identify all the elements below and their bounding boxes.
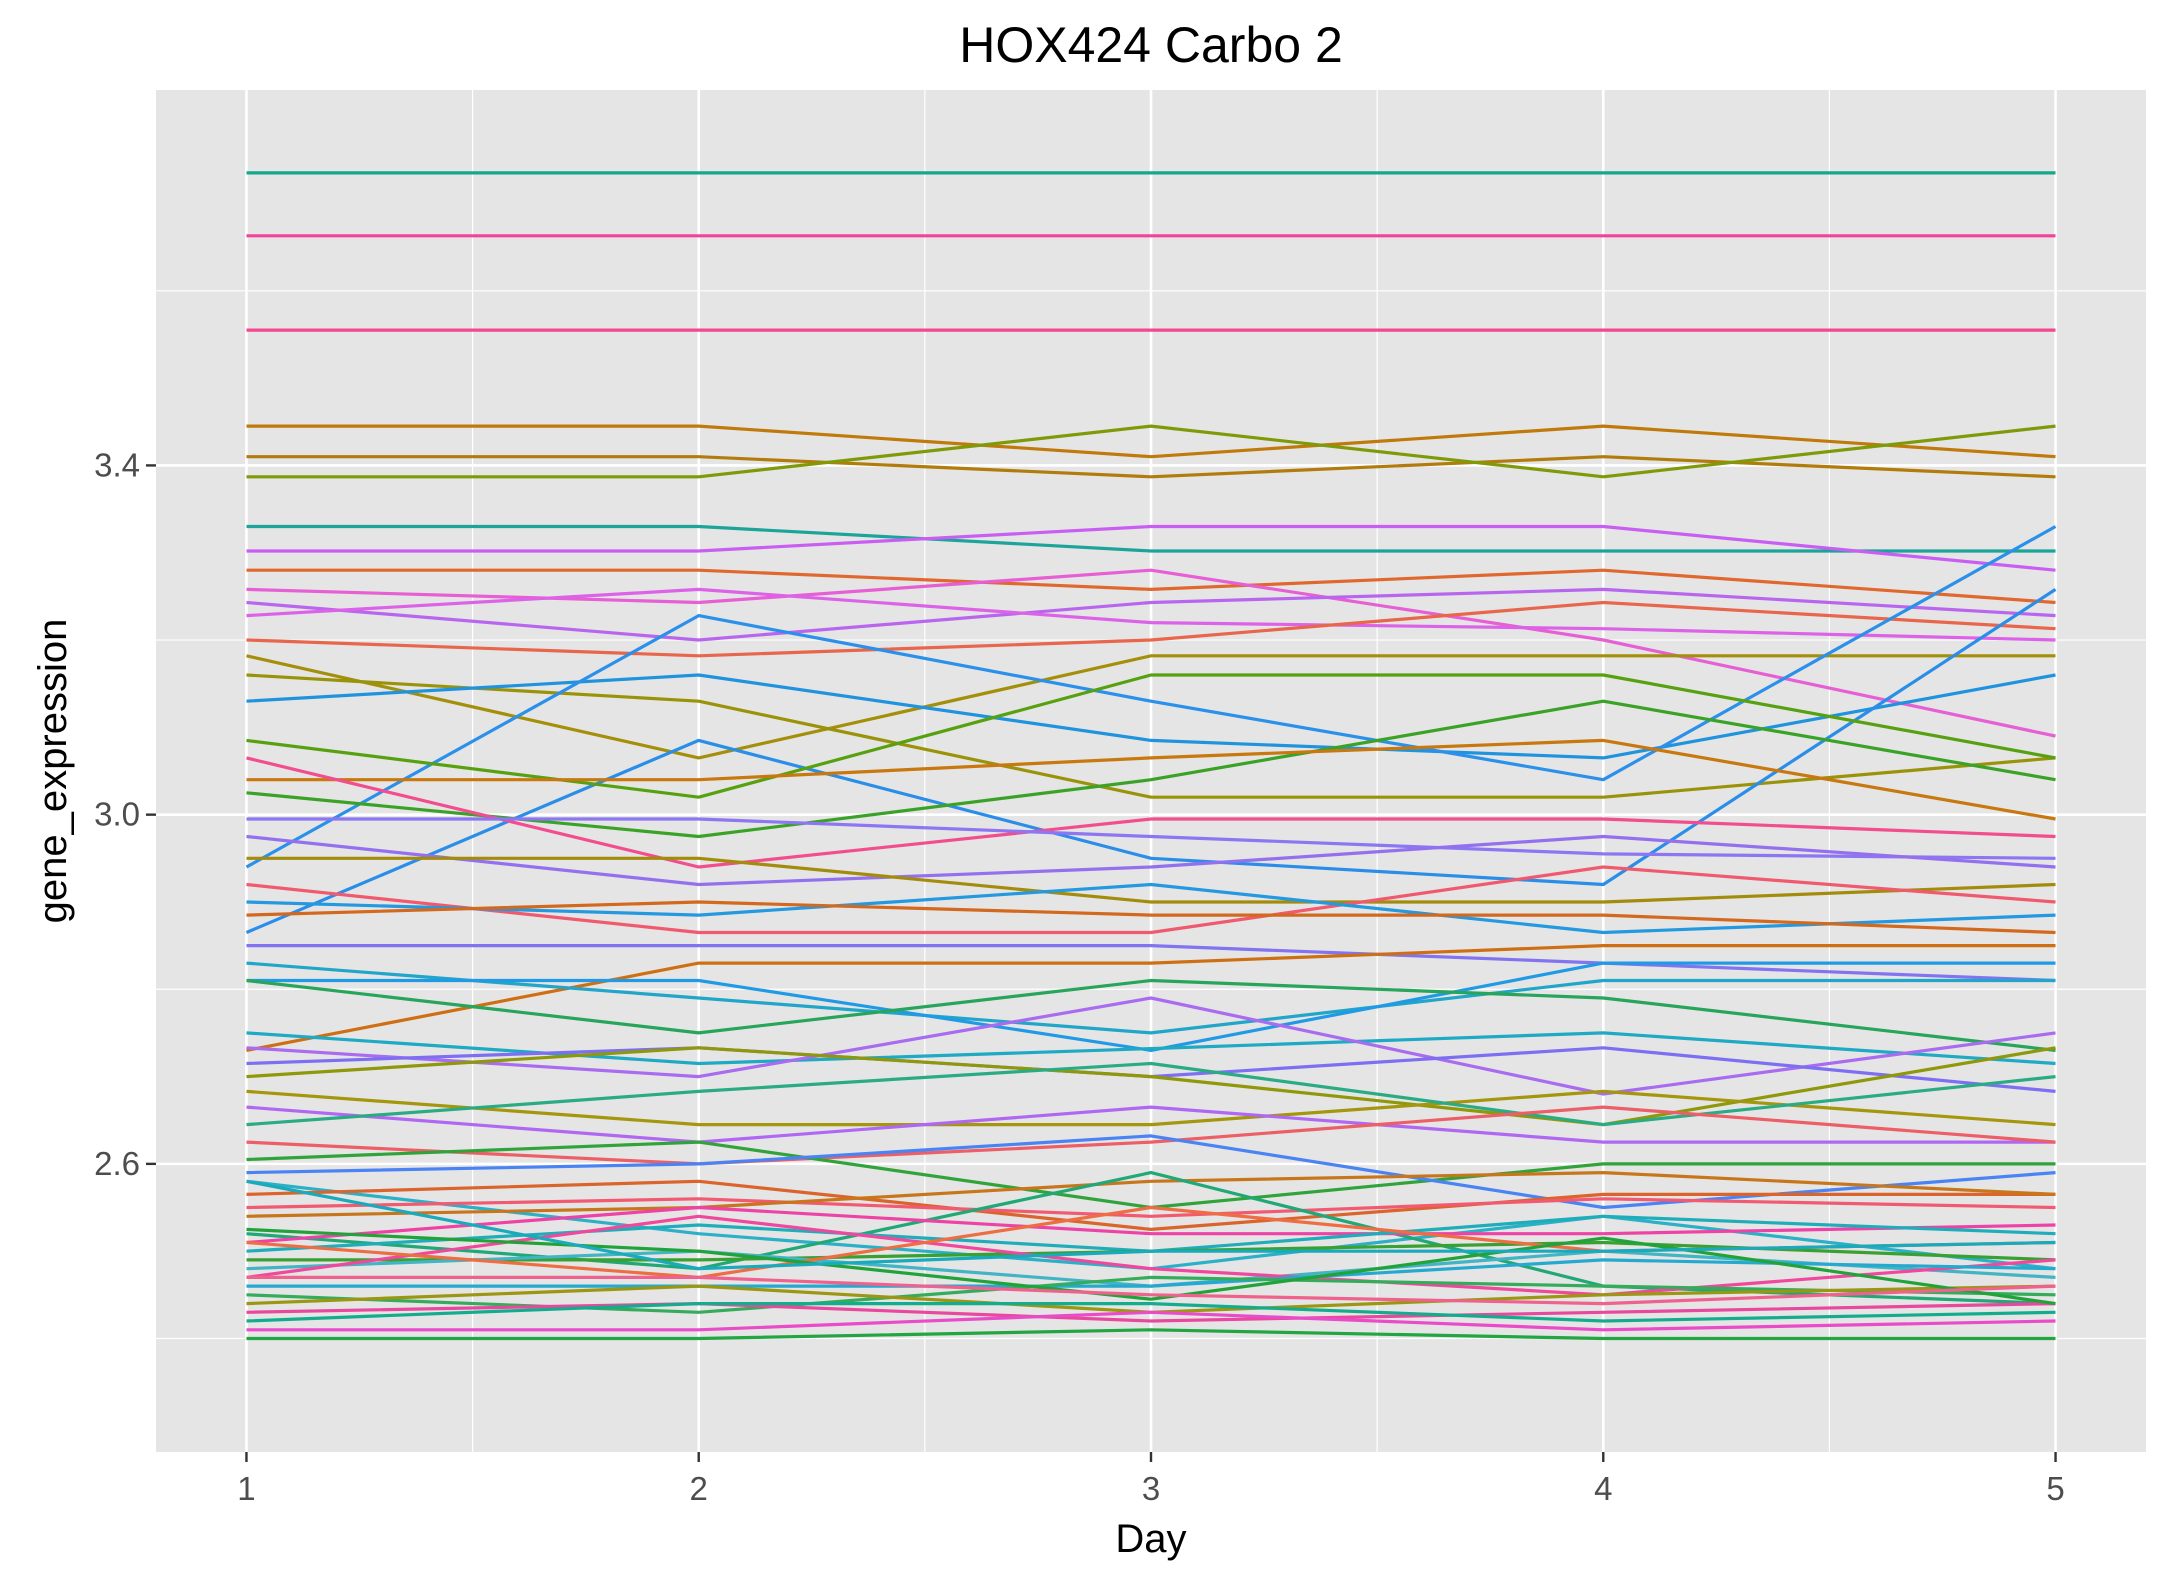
series-line-55 [246,1258,2056,1288]
series-line-33 [246,978,2056,1052]
series-line-30 [246,943,2056,1052]
y-tick-label: 3.4 [94,446,140,483]
series-line-8 [246,524,2056,572]
series-line-46 [246,1197,2056,1218]
series-line-12 [246,587,2056,642]
series-line-63 [246,1179,2056,1271]
series-line-47 [246,1170,2056,1218]
series-line-29 [246,943,2056,983]
series-line-45 [246,1179,2056,1232]
series-line-15 [246,673,2056,799]
x-tick-label: 5 [2046,1470,2064,1507]
x-axis-title: Day [1115,1517,1186,1561]
series-line-24 [246,834,2056,887]
series-line-13 [246,600,2056,658]
series-line-25 [246,856,2056,904]
series-line-58 [246,1301,2056,1323]
series-line-62 [246,1227,2056,1306]
x-tick-label: 2 [690,1470,708,1507]
series-line-22 [246,756,2056,869]
series-line-4 [246,424,2056,459]
series-line-64 [246,1275,2056,1306]
series-line-26 [246,865,2056,935]
y-axis-title: gene_expression [31,619,75,924]
series-line-6 [246,424,2056,479]
series-line-37 [246,1046,2056,1127]
series-line-39 [246,1105,2056,1144]
y-tick-label: 3.0 [94,796,140,833]
series-line-49 [246,1205,2056,1245]
y-tick-label: 2.6 [94,1145,140,1182]
x-tick-label: 4 [1594,1470,1612,1507]
tick-labels: 1 2 3 4 5 2.6 3.0 3.4 [94,446,2065,1507]
series-line-5 [246,455,2056,479]
series-line-11 [246,587,2056,642]
series-line-38 [246,1089,2056,1127]
series-line-20 [246,699,2056,839]
series-line-59 [246,1301,2056,1323]
chart-title: HOX424 Carbo 2 [959,17,1343,73]
series-line-21 [246,738,2056,821]
series-line-27 [246,882,2056,935]
axis-ticks [146,464,2057,1462]
series-line-28 [246,900,2056,935]
series-layer [245,171,2057,1341]
series-line-31 [246,961,2056,1035]
series-line-32 [246,961,2056,1053]
series-line-41 [246,1105,2056,1166]
series-line-40 [246,1061,2056,1127]
series-line-60 [246,1310,2056,1332]
series-line-18 [245,588,2057,934]
series-line-9 [246,568,2056,605]
series-line-14 [246,654,2056,760]
x-tick-label: 1 [237,1470,255,1507]
series-line-61 [246,1328,2056,1341]
series-line-16 [246,673,2056,760]
x-tick-label: 3 [1142,1470,1160,1507]
series-line-23 [246,817,2056,860]
series-line-7 [246,524,2056,553]
series-line-53 [246,1214,2056,1297]
series-line-35 [246,996,2056,1096]
series-line-17 [245,525,2057,869]
